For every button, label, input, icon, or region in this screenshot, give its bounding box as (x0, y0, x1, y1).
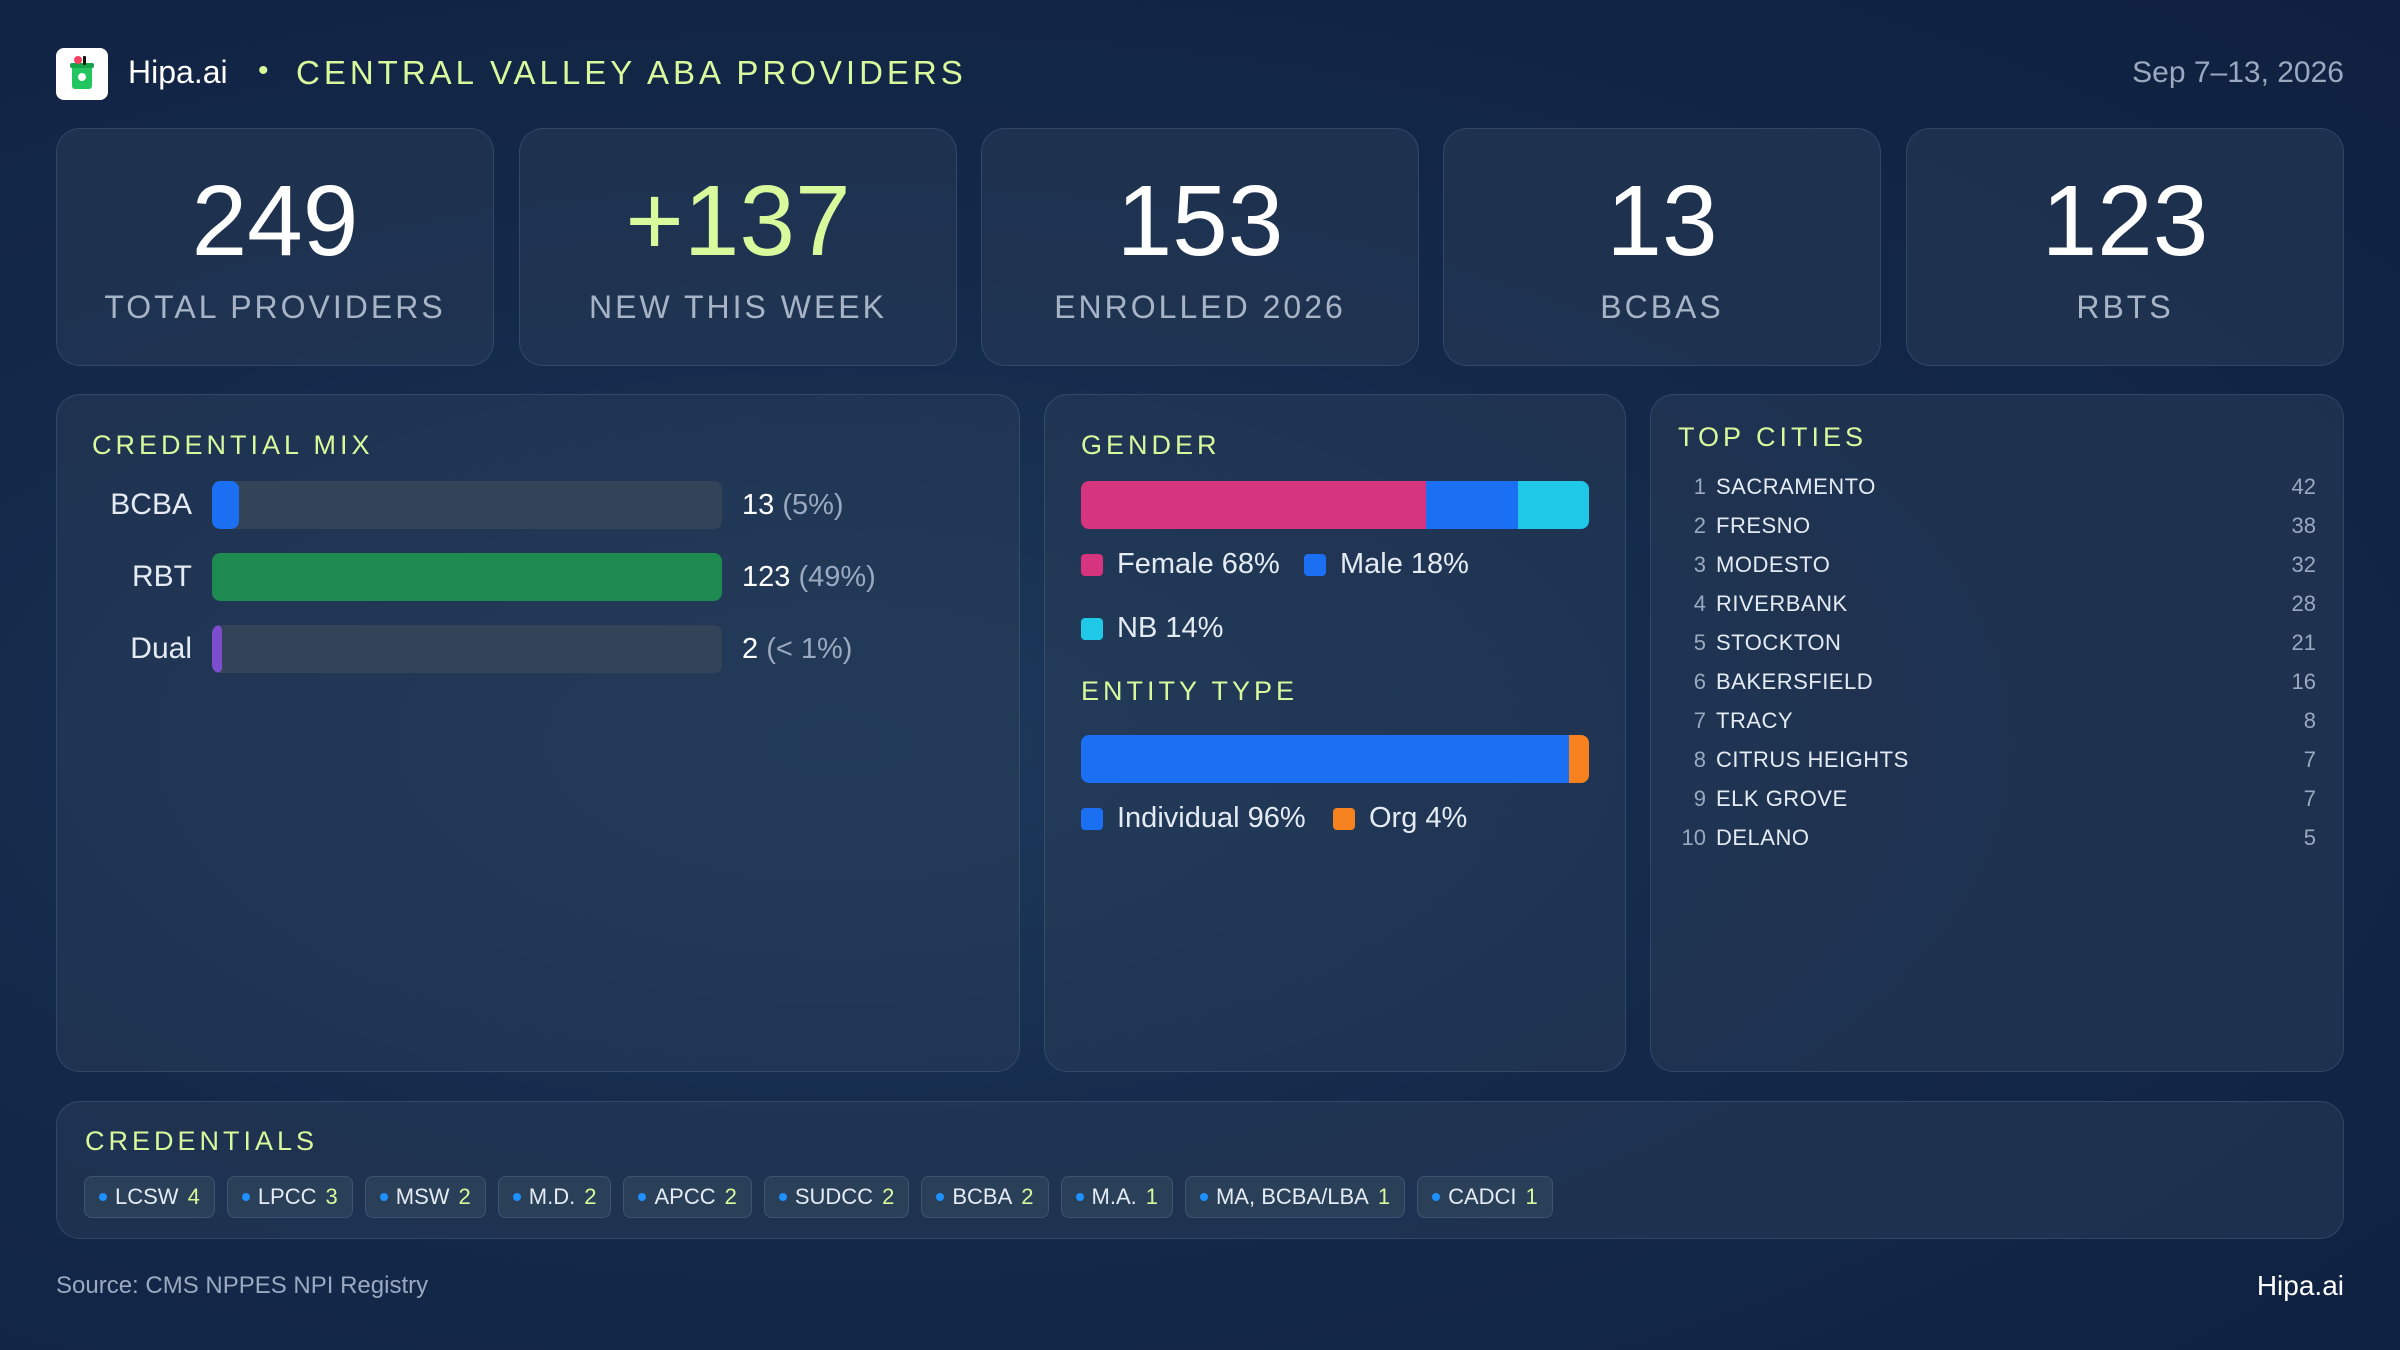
entity-type-title: ENTITY TYPE (1081, 676, 1299, 706)
legend-swatch (1081, 617, 1103, 640)
credential-chip: M.A. 1 (1060, 1176, 1173, 1218)
gender-title: GENDER (1081, 430, 1221, 460)
credential-value-rbt: 123 (49%) (742, 561, 876, 593)
gender-bar (1081, 481, 1589, 529)
credential-chip: APCC 2 (623, 1176, 752, 1218)
dot-icon (241, 1193, 250, 1201)
footer-brand: Hipa.ai (2256, 1270, 2344, 1301)
stat-card-rbts: 123 RBTS (1906, 128, 2344, 366)
stat-value: +137 (625, 165, 851, 277)
stat-label: TOTAL PROVIDERS (104, 289, 446, 325)
entity-type-bar (1081, 735, 1589, 783)
legend-swatch (1081, 807, 1103, 830)
credential-label-dual: Dual (130, 632, 192, 665)
credential-value-dual: 2 (< 1%) (742, 633, 853, 665)
dot-icon (778, 1193, 787, 1201)
top-cities-panel (1650, 394, 2344, 1072)
credential-bar-bcba (212, 481, 239, 529)
list-item: 3 MODESTO 32 (1693, 552, 2316, 577)
list-item: 10 DELANO 5 (1681, 825, 2316, 850)
legend-nb: NB 14% (1081, 612, 1223, 645)
credential-bar-track-rbt (212, 553, 722, 601)
stat-label: NEW THIS WEEK (589, 289, 887, 325)
gender-segment-male (1426, 481, 1518, 529)
credential-chip: CADCI 1 (1417, 1176, 1553, 1218)
list-item: 4 RIVERBANK 28 (1693, 591, 2316, 616)
data-source: Source: CMS NPPES NPI Registry (56, 1272, 429, 1299)
legend-individual: Individual 96% (1081, 802, 1306, 835)
entity-segment-org (1568, 735, 1589, 783)
list-item: 9 ELK GROVE 7 (1693, 786, 2316, 811)
list-item: 6 BAKERSFIELD 16 (1693, 669, 2316, 694)
legend-swatch (1333, 807, 1355, 830)
credential-bar-track-dual (212, 625, 722, 673)
stat-card-total-providers: 249 TOTAL PROVIDERS (56, 128, 494, 366)
legend-male: Male 18% (1304, 548, 1469, 581)
list-item: 8 CITRUS HEIGHTS 7 (1693, 747, 2316, 772)
stat-card-new-this-week: +137 NEW THIS WEEK (519, 128, 957, 366)
credential-value-bcba: 13 (5%) (742, 489, 844, 521)
legend-female: Female 68% (1081, 548, 1280, 581)
stat-value: 249 (191, 165, 359, 277)
dot-icon (1432, 1193, 1441, 1201)
credential-chip: M.D. 2 (497, 1176, 612, 1218)
stat-label: RBTS (2076, 289, 2174, 325)
dot-icon (936, 1193, 945, 1201)
brand-logo (56, 48, 108, 100)
dot-icon (379, 1193, 388, 1201)
date-range: Sep 7–13, 2026 (2132, 56, 2344, 89)
stat-card-bcbas: 13 BCBAS (1443, 128, 1881, 366)
entity-segment-individual (1081, 735, 1569, 783)
list-item: 2 FRESNO 38 (1693, 513, 2316, 538)
top-cities-title: TOP CITIES (1678, 422, 1868, 452)
page-title: CENTRAL VALLEY ABA PROVIDERS (296, 54, 967, 91)
stat-card-enrolled-2026: 153 ENROLLED 2026 (981, 128, 1419, 366)
gender-segment-female (1081, 481, 1427, 529)
stat-label: BCBAS (1600, 289, 1724, 325)
stat-label: ENROLLED 2026 (1054, 289, 1346, 325)
credential-bar-dual (212, 625, 223, 673)
credential-chip: MSW 2 (364, 1176, 486, 1218)
credential-chip: LPCC 3 (226, 1176, 353, 1218)
legend-swatch (1081, 553, 1103, 576)
dot-icon (512, 1193, 521, 1201)
credentials-chip-list: LCSW 4 LPCC 3 MSW 2 M.D. 2 APCC 2 SUDCC 2 BCBA… (84, 1176, 1553, 1218)
list-item: 7 TRACY 8 (1693, 708, 2316, 733)
dot-icon (1199, 1193, 1208, 1201)
dot-icon (99, 1193, 107, 1201)
credential-label-bcba: BCBA (110, 488, 192, 521)
dot-icon (1075, 1193, 1084, 1201)
credential-chip: MA, BCBA/LBA 1 (1184, 1176, 1406, 1218)
title-separator: • (258, 54, 269, 87)
credential-label-rbt: RBT (132, 560, 192, 593)
dot-icon (638, 1193, 647, 1201)
credential-chip: SUDCC 2 (763, 1176, 910, 1218)
credentials-panel (56, 1101, 2344, 1239)
credential-bar-rbt (212, 553, 722, 601)
legend-org: Org 4% (1333, 802, 1467, 835)
gender-segment-nb (1517, 481, 1589, 529)
list-item: 5 STOCKTON 21 (1693, 630, 2316, 655)
stat-value: 13 (1606, 165, 1718, 277)
stat-value: 153 (1116, 165, 1284, 277)
legend-swatch (1304, 553, 1326, 576)
credential-bar-track-bcba (212, 481, 722, 529)
credential-chip: BCBA 2 (921, 1176, 1049, 1218)
credential-chip: LCSW 4 (84, 1176, 215, 1218)
list-item: 1 SACRAMENTO 42 (1693, 474, 2316, 499)
cup-icon (70, 56, 94, 89)
brand-name: Hipa.ai (128, 54, 228, 90)
stat-value: 123 (2041, 165, 2209, 277)
credential-mix-title: CREDENTIAL MIX (92, 430, 374, 460)
credentials-title: CREDENTIALS (85, 1126, 319, 1156)
